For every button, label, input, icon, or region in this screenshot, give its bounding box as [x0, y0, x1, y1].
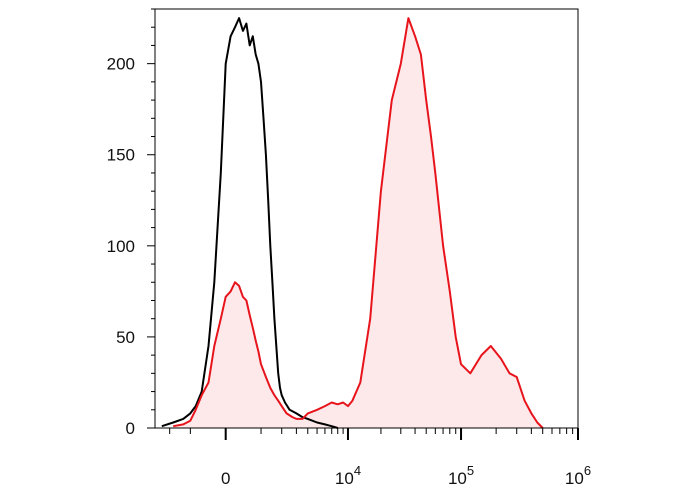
y-tick-label: 100 [107, 237, 135, 256]
x-tick-label: 0 [221, 469, 230, 488]
series-1-line [173, 17, 544, 429]
y-tick-label: 0 [126, 419, 135, 438]
x-tick-label: 105 [448, 463, 474, 488]
x-axis: 0 104 105 106 [169, 428, 591, 488]
y-axis: 0 50 100 150 200 [107, 8, 155, 438]
series-0-line [161, 17, 338, 429]
x-tick-label: 106 [565, 463, 591, 488]
y-tick-label: 200 [107, 55, 135, 74]
plot-frame [154, 8, 579, 429]
y-tick-label: 50 [116, 328, 135, 347]
x-tick-label: 104 [335, 463, 361, 488]
series-1-area [173, 18, 543, 428]
y-tick-label: 150 [107, 146, 135, 165]
series-layer [161, 17, 544, 429]
